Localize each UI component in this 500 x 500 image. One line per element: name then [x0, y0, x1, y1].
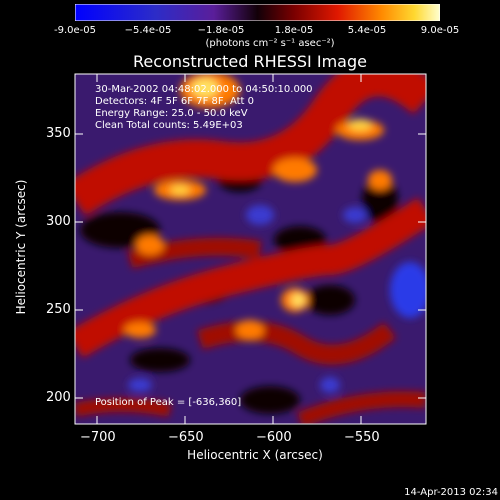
y-tick-label: 250 — [46, 302, 71, 317]
y-tick-label: 300 — [46, 214, 71, 229]
colorbar-tick: 5.4e-05 — [347, 25, 387, 36]
x-tick-label: −550 — [344, 430, 380, 445]
heliocentric-image — [75, 74, 426, 424]
annotation-energy-range: Energy Range: 25.0 - 50.0 keV — [95, 108, 248, 119]
colorbar-tick: -9.0e-05 — [54, 25, 96, 36]
timestamp: 14-Apr-2013 02:34 — [404, 487, 498, 498]
annotation-time-range: 30-Mar-2002 04:48:02.000 to 04:50:10.000 — [95, 84, 313, 95]
colorbar-units: (photons cm⁻² s⁻¹ asec⁻²) — [205, 38, 335, 49]
colorbar-tick: 9.0e-05 — [420, 25, 460, 36]
colorbar-tick: 1.8e-05 — [274, 25, 314, 36]
colorbar — [75, 4, 440, 21]
annotation-detectors: Detectors: 4F 5F 6F 7F 8F, Att 0 — [95, 96, 255, 107]
x-tick-label: −650 — [168, 430, 204, 445]
y-tick-label: 350 — [46, 126, 71, 141]
x-tick-label: −700 — [80, 430, 116, 445]
colorbar-tick: −1.8e-05 — [197, 25, 245, 36]
x-axis-label: Heliocentric X (arcsec) — [187, 448, 323, 462]
plot-title: Reconstructed RHESSI Image — [133, 52, 367, 71]
y-tick-label: 200 — [46, 390, 71, 405]
colorbar-tick: −5.4e-05 — [124, 25, 172, 36]
annotation-total-counts: Clean Total counts: 5.49E+03 — [95, 120, 243, 131]
x-tick-label: −600 — [256, 430, 292, 445]
y-axis-label: Heliocentric Y (arcsec) — [14, 179, 28, 315]
annotation-peak-position: Position of Peak = [-636,360] — [95, 397, 242, 408]
